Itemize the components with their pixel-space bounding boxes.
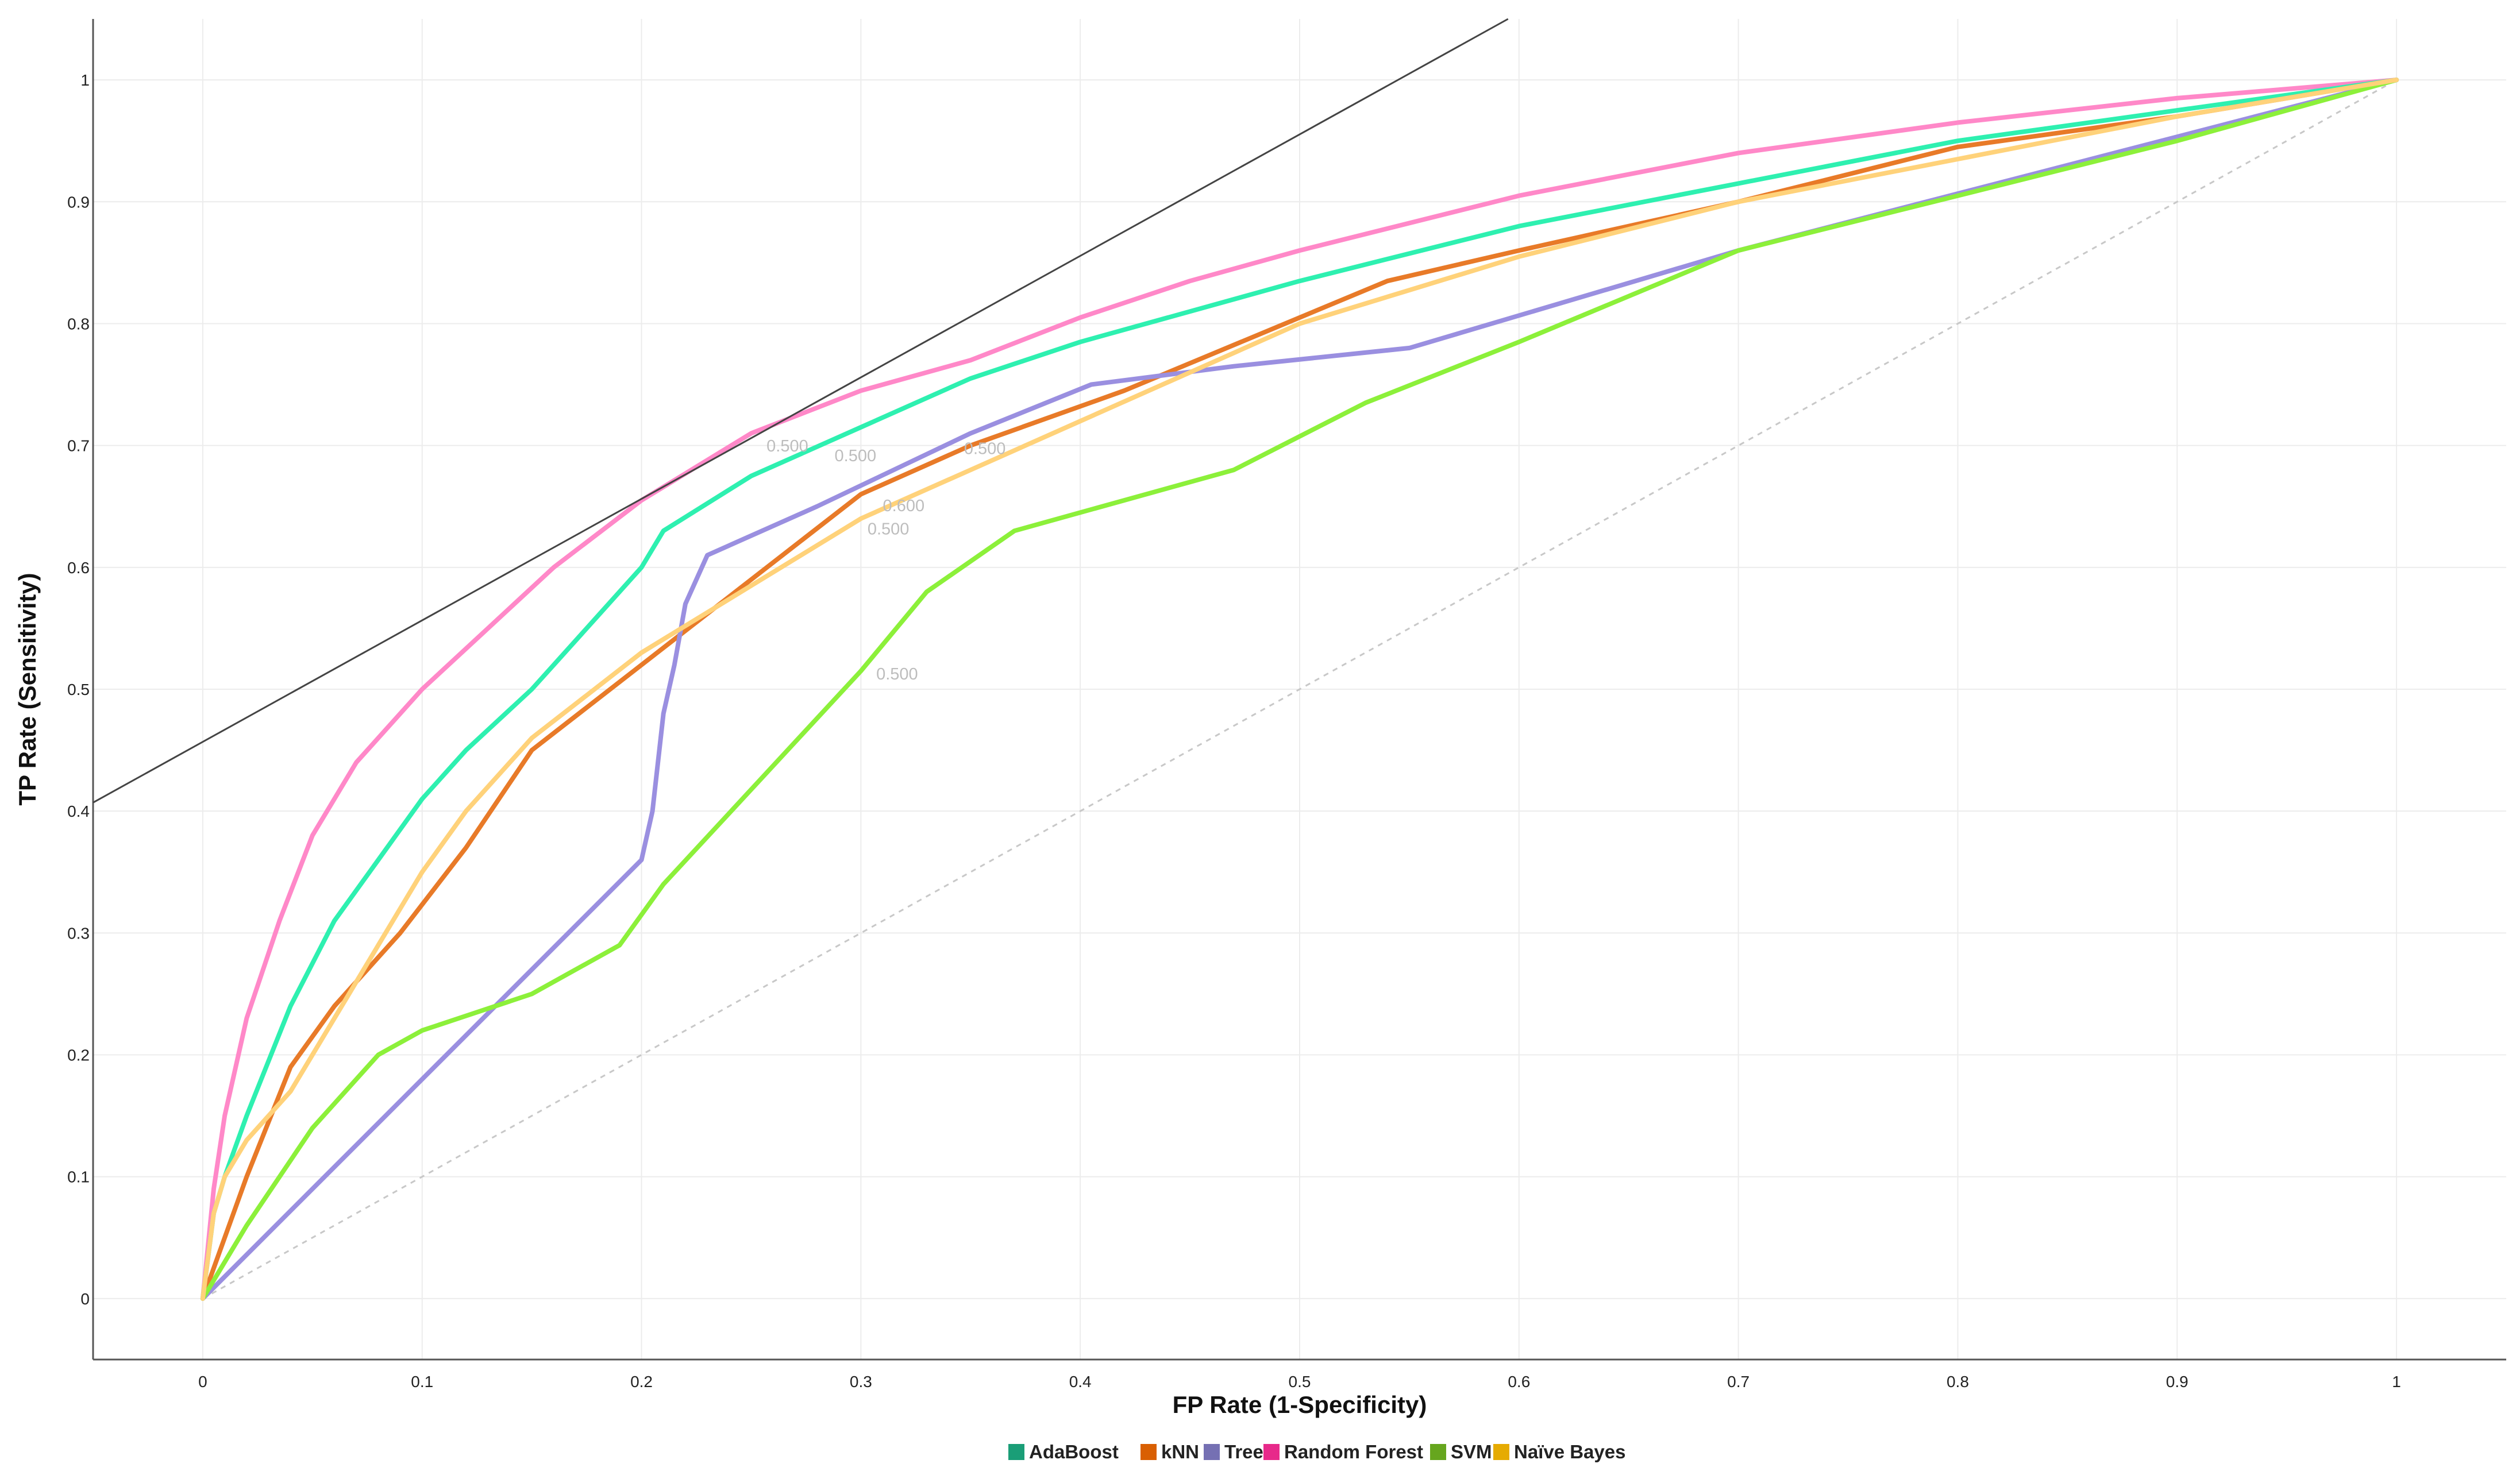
x-tick-label: 0.5 — [1289, 1373, 1311, 1391]
x-tick-label: 0.1 — [411, 1373, 433, 1391]
legend-swatch-knn — [1140, 1444, 1157, 1460]
y-tick-label: 0 — [80, 1290, 90, 1308]
y-tick-label: 0.6 — [67, 559, 90, 577]
x-tick-label: 0.8 — [1947, 1373, 1969, 1391]
series-svm-line — [200, 78, 2399, 1301]
legend-label-random-forest: Random Forest — [1284, 1441, 1423, 1462]
x-tick-label: 0.6 — [1508, 1373, 1530, 1391]
y-tick-label: 0.4 — [67, 802, 90, 820]
x-tick-label: 0.2 — [630, 1373, 653, 1391]
y-tick-label: 0.7 — [67, 437, 90, 455]
legend-label-knn: kNN — [1161, 1441, 1199, 1462]
y-tick-label: 0.1 — [67, 1168, 90, 1186]
threshold-label: 0.500 — [868, 520, 910, 539]
legend: AdaBoost kNN Tree Random Forest SVM Naïve Bay… — [1008, 1441, 1625, 1462]
roc-curves — [200, 78, 2399, 1301]
x-tick-label: 0.3 — [850, 1373, 872, 1391]
threshold-label: 0.600 — [883, 497, 925, 515]
x-tick-label: 1 — [2392, 1373, 2401, 1391]
threshold-label: 0.500 — [876, 665, 918, 683]
legend-swatch-tree — [1204, 1444, 1220, 1460]
legend-swatch-svm — [1430, 1444, 1446, 1460]
legend-label-svm: SVM — [1451, 1441, 1492, 1462]
threshold-label: 0.500 — [835, 447, 877, 465]
y-tick-label: 0.8 — [67, 315, 90, 333]
threshold-label: 0.500 — [964, 439, 1006, 458]
series-random-forest-line — [200, 78, 2399, 1301]
x-tick-label: 0.4 — [1069, 1373, 1092, 1391]
legend-swatch-na-ve-bayes — [1493, 1444, 1509, 1460]
legend-swatch-random-forest — [1263, 1444, 1280, 1460]
x-tick-label: 0.7 — [1727, 1373, 1750, 1391]
x-tick-label: 0.9 — [2166, 1373, 2188, 1391]
x-tick-label: 0 — [198, 1373, 207, 1391]
y-axis-title: TP Rate (Sensitivity) — [14, 573, 41, 805]
axes — [92, 19, 2506, 1361]
series-na-ve-bayes-line — [200, 78, 2399, 1301]
legend-swatch-adaboost — [1008, 1444, 1024, 1460]
y-tick-label: 1 — [80, 71, 90, 89]
threshold-label: 0.500 — [766, 437, 808, 455]
y-axis-ticks: 0 0.1 0.2 0.3 0.4 0.5 0.6 0.7 0.8 0.9 1 — [67, 71, 90, 1308]
legend-label-tree: Tree — [1224, 1441, 1263, 1462]
legend-label-na-ve-bayes: Naïve Bayes — [1514, 1441, 1625, 1462]
y-tick-label: 0.5 — [67, 681, 90, 698]
legend-label-adaboost: AdaBoost — [1029, 1441, 1119, 1462]
iso-performance-line — [93, 18, 1509, 804]
series-tree-line — [200, 78, 2399, 1301]
threshold-labels: 0.500 0.500 0.500 0.600 0.500 0.500 — [766, 437, 1005, 683]
y-tick-label: 0.9 — [67, 193, 90, 211]
y-tick-label: 0.2 — [67, 1047, 90, 1064]
grid — [93, 19, 2506, 1360]
series-adaboost-line — [200, 78, 2399, 1301]
x-axis-ticks: 0 0.1 0.2 0.3 0.4 0.5 0.6 0.7 0.8 0.9 1 — [198, 1373, 2401, 1391]
y-tick-label: 0.3 — [67, 924, 90, 942]
chance-diagonal-line — [202, 79, 2397, 1300]
x-axis-title: FP Rate (1-Specificity) — [1173, 1391, 1427, 1418]
